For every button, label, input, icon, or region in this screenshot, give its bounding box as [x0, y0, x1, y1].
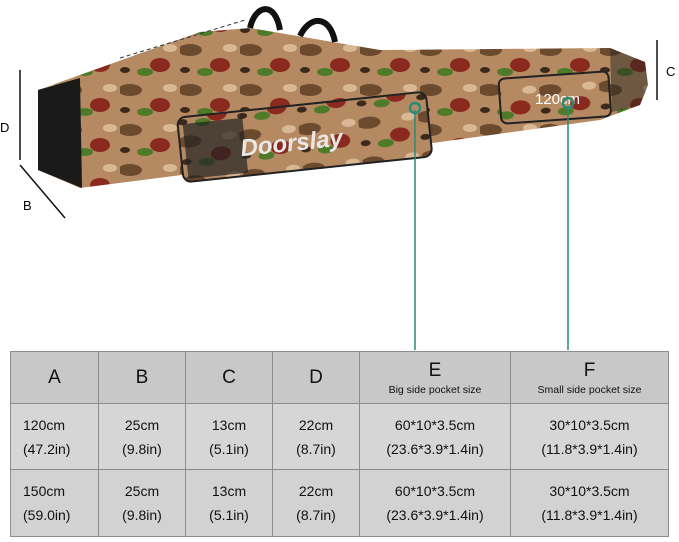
table-row: 120cm (47.2in) 25cm (9.8in) 13cm (5.1in) 22… — [10, 403, 669, 470]
header-e: E Big side pocket size — [359, 351, 511, 404]
dimension-d-label: D — [0, 120, 9, 135]
product-illustration: Doorslay 120cm D B C — [0, 6, 675, 350]
cell: 30*10*3.5cm (11.8*3.9*1.4in) — [510, 469, 669, 537]
header-d: D — [272, 351, 360, 404]
cell: 60*10*3.5cm (23.6*3.9*1.4in) — [359, 469, 511, 537]
cell: 13cm (5.1in) — [185, 469, 273, 537]
cell: 25cm (9.8in) — [98, 403, 186, 470]
cell: 150cm (59.0in) — [10, 469, 99, 537]
cell: 22cm (8.7in) — [272, 403, 360, 470]
table-row: 150cm (59.0in) 25cm (9.8in) 13cm (5.1in) 22… — [10, 469, 669, 537]
pocket-pointers — [408, 96, 575, 350]
table-header-row: A B C D E Big side pocket size F Small sid… — [10, 351, 669, 404]
length-label: 120cm — [535, 91, 580, 108]
cell: 25cm (9.8in) — [98, 469, 186, 537]
cell: 120cm (47.2in) — [10, 403, 99, 470]
dimension-c-label: C — [666, 64, 675, 79]
cell: 22cm (8.7in) — [272, 469, 360, 537]
header-c: C — [185, 351, 273, 404]
size-table: A B C D E Big side pocket size F Small sid… — [10, 351, 669, 537]
rod-bag — [38, 6, 648, 188]
dimension-b-label: B — [23, 198, 32, 213]
header-a: A — [10, 351, 99, 404]
header-f: F Small side pocket size — [510, 351, 669, 404]
cell: 30*10*3.5cm (11.8*3.9*1.4in) — [510, 403, 669, 470]
cell: 13cm (5.1in) — [185, 403, 273, 470]
dimension-markers: D B C — [0, 19, 675, 219]
cell: 60*10*3.5cm (23.6*3.9*1.4in) — [359, 403, 511, 470]
header-b: B — [98, 351, 186, 404]
